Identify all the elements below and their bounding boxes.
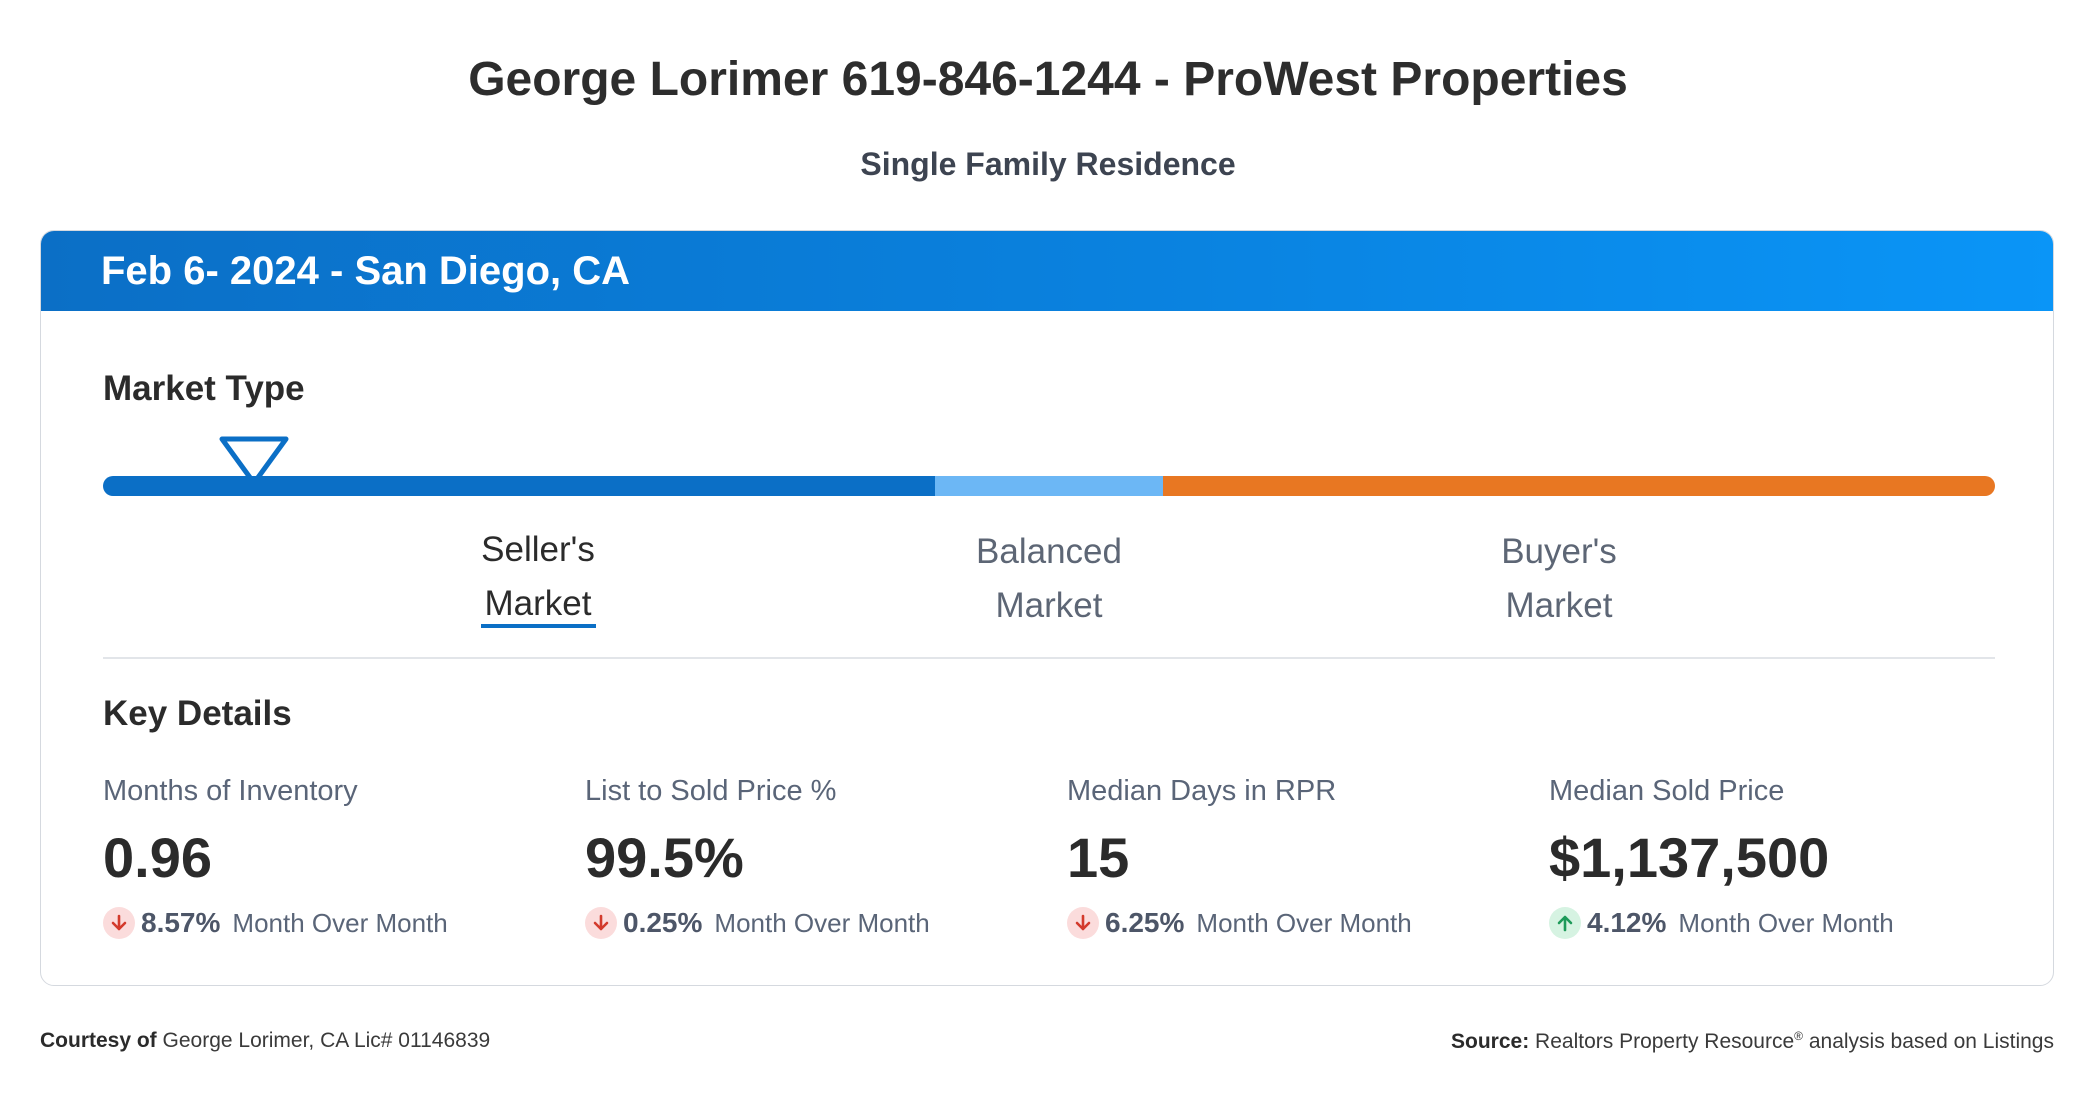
arrow-down-icon xyxy=(103,907,135,939)
balanced-market-segment xyxy=(935,476,1163,496)
metric-label: Months of Inventory xyxy=(103,775,358,807)
key-details-heading: Key Details xyxy=(103,694,292,733)
sellers-market-underline xyxy=(481,624,596,628)
market-report-card: Feb 6- 2024 - San Diego, CA Market Type … xyxy=(40,230,2054,986)
section-divider xyxy=(103,657,1995,659)
balanced-market-label: Balanced Market xyxy=(976,532,1122,625)
courtesy-footer: Courtesy of George Lorimer, CA Lic# 0114… xyxy=(40,1029,490,1053)
market-type-heading: Market Type xyxy=(103,369,305,408)
metric-change: 8.57% Month Over Month xyxy=(103,903,563,943)
metric-change: 6.25% Month Over Month xyxy=(1067,903,1527,943)
metric-change-percent: 4.12% xyxy=(1587,907,1667,938)
arrow-down-icon xyxy=(1067,907,1099,939)
market-type-bar xyxy=(103,476,1995,496)
metric-change-percent: 8.57% xyxy=(141,907,221,938)
metric-label: Median Sold Price xyxy=(1549,775,1785,807)
courtesy-text: George Lorimer, CA Lic# 01146839 xyxy=(162,1029,491,1052)
courtesy-label: Courtesy of xyxy=(40,1029,157,1052)
page-title: George Lorimer 619-846-1244 - ProWest Pr… xyxy=(468,53,1628,106)
buyers-market-label: Buyer's Market xyxy=(1501,532,1617,625)
metric-change-suffix: Month Over Month xyxy=(232,907,448,938)
registered-mark: ® xyxy=(1794,1029,1803,1043)
source-text-suffix: analysis based on Listings xyxy=(1803,1030,2054,1053)
arrow-up-icon xyxy=(1549,907,1581,939)
source-footer: Source: Realtors Property Resource® anal… xyxy=(1451,1029,2054,1054)
metric-value: 15 xyxy=(1067,826,1130,889)
metric-value: 0.96 xyxy=(103,826,212,889)
page-subtitle: Single Family Residence xyxy=(860,146,1236,182)
arrow-down-icon xyxy=(585,907,617,939)
sellers-market-label: Seller's Market xyxy=(481,530,595,623)
metric-change: 4.12% Month Over Month xyxy=(1549,903,2009,943)
metric-value: $1,137,500 xyxy=(1549,826,1830,889)
metric-label: List to Sold Price % xyxy=(585,775,837,807)
metric-value: 99.5% xyxy=(585,826,744,889)
card-header-title: Feb 6- 2024 - San Diego, CA xyxy=(101,249,631,293)
metric-change-percent: 0.25% xyxy=(623,907,703,938)
source-label: Source: xyxy=(1451,1030,1530,1053)
metric-label: Median Days in RPR xyxy=(1067,775,1337,807)
metric-median-sold-price: Median Sold Price $1,137,500 4.12% Month… xyxy=(1549,771,2009,943)
market-indicator-icon xyxy=(219,436,289,486)
metric-change-suffix: Month Over Month xyxy=(1196,907,1412,938)
source-text: Realtors Property Resource xyxy=(1535,1030,1795,1053)
metric-change: 0.25% Month Over Month xyxy=(585,903,1045,943)
metric-months-of-inventory: Months of Inventory 0.96 8.57% Month Ove… xyxy=(103,771,563,943)
metric-median-days-in-rpr: Median Days in RPR 15 6.25% Month Over M… xyxy=(1067,771,1527,943)
metric-change-suffix: Month Over Month xyxy=(1678,907,1894,938)
card-header: Feb 6- 2024 - San Diego, CA xyxy=(41,231,2053,311)
buyer-market-segment xyxy=(1163,476,1995,496)
seller-market-segment xyxy=(103,476,935,496)
metric-list-to-sold-price: List to Sold Price % 99.5% 0.25% Month O… xyxy=(585,771,1045,943)
metric-change-percent: 6.25% xyxy=(1105,907,1185,938)
metric-change-suffix: Month Over Month xyxy=(714,907,930,938)
